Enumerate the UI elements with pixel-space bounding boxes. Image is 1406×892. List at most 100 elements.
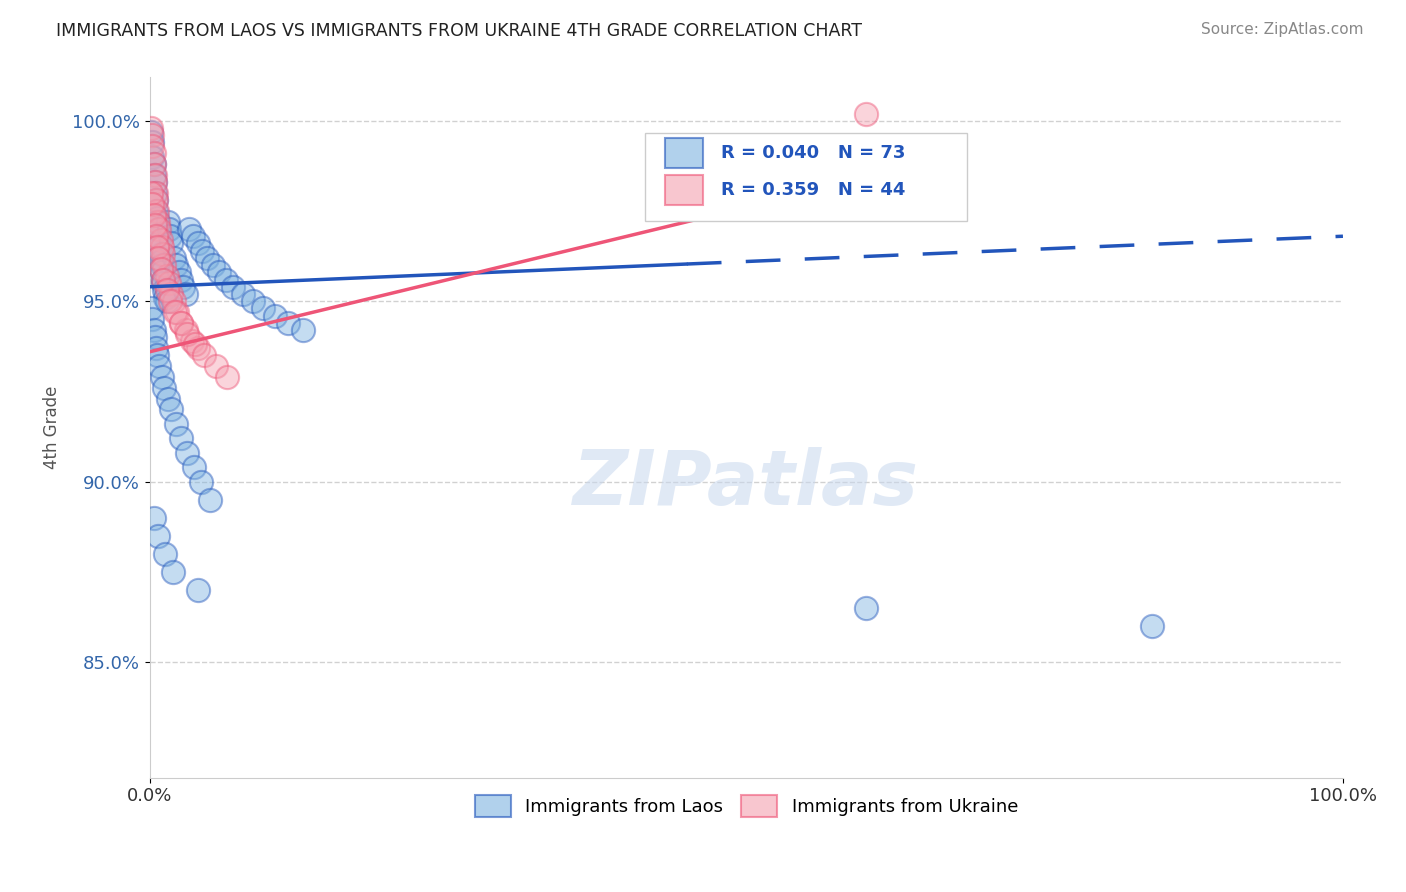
Point [159, 294, 181, 309]
Point [142, 157, 165, 171]
Point [172, 279, 194, 293]
Point [143, 219, 166, 233]
Text: R = 0.040   N = 73: R = 0.040 N = 73 [721, 144, 905, 161]
Point [153, 258, 176, 272]
Point [176, 446, 198, 460]
Y-axis label: 4th Grade: 4th Grade [44, 386, 60, 469]
Point [141, 301, 163, 316]
Point [163, 305, 186, 319]
Point [191, 244, 214, 258]
Point [153, 381, 176, 395]
Point [242, 294, 264, 309]
Point [141, 196, 163, 211]
Point [167, 265, 190, 279]
Point [855, 106, 877, 120]
Point [145, 193, 167, 207]
Point [277, 316, 299, 330]
Point [152, 247, 174, 261]
Point [156, 284, 179, 298]
Point [187, 341, 209, 355]
Point [143, 186, 166, 200]
Point [170, 272, 193, 286]
Point [163, 294, 186, 309]
Point [152, 272, 174, 286]
Point [195, 251, 218, 265]
Point [141, 125, 163, 139]
Point [146, 215, 169, 229]
Point [215, 272, 238, 286]
Point [181, 229, 204, 244]
FancyBboxPatch shape [665, 138, 703, 168]
Point [198, 492, 221, 507]
Point [170, 431, 193, 445]
Point [141, 150, 163, 164]
Point [174, 323, 197, 337]
Point [163, 251, 186, 265]
Point [149, 247, 172, 261]
Point [157, 222, 180, 236]
Text: Source: ZipAtlas.com: Source: ZipAtlas.com [1201, 22, 1364, 37]
Point [148, 222, 170, 236]
Point [150, 258, 173, 272]
Point [143, 175, 166, 189]
Point [170, 316, 193, 330]
Point [232, 287, 254, 301]
Point [142, 208, 165, 222]
FancyBboxPatch shape [665, 175, 703, 204]
Point [156, 294, 179, 309]
Point [187, 236, 209, 251]
Point [145, 229, 167, 244]
Point [152, 272, 174, 286]
Text: IMMIGRANTS FROM LAOS VS IMMIGRANTS FROM UKRAINE 4TH GRADE CORRELATION CHART: IMMIGRANTS FROM LAOS VS IMMIGRANTS FROM … [56, 22, 862, 40]
Point [141, 120, 163, 135]
Point [148, 215, 170, 229]
Point [141, 136, 163, 150]
Point [176, 326, 198, 341]
Point [184, 337, 207, 351]
Point [148, 222, 170, 236]
Point [141, 186, 163, 200]
Text: ZIPatlas: ZIPatlas [574, 447, 920, 521]
FancyBboxPatch shape [645, 134, 967, 221]
Point [149, 233, 172, 247]
Point [145, 341, 167, 355]
Point [193, 348, 215, 362]
Point [157, 276, 180, 290]
Point [150, 370, 173, 384]
Point [179, 222, 201, 236]
Point [160, 402, 183, 417]
Point [143, 168, 166, 182]
Point [156, 215, 179, 229]
Point [141, 128, 163, 143]
Point [145, 204, 167, 219]
Point [264, 309, 287, 323]
Point [146, 240, 169, 254]
Point [222, 279, 245, 293]
Point [217, 370, 239, 384]
Point [148, 359, 170, 373]
Point [160, 287, 183, 301]
Point [855, 601, 877, 615]
Point [1140, 619, 1163, 633]
Point [148, 236, 170, 251]
Point [141, 312, 163, 326]
Point [142, 146, 165, 161]
Point [143, 175, 166, 189]
Point [156, 392, 179, 406]
Point [190, 475, 212, 489]
Point [148, 240, 170, 254]
Legend: Immigrants from Laos, Immigrants from Ukraine: Immigrants from Laos, Immigrants from Uk… [467, 788, 1025, 824]
Point [291, 323, 314, 337]
Point [155, 547, 177, 561]
Point [146, 348, 169, 362]
Point [183, 460, 205, 475]
Point [156, 268, 179, 283]
Point [148, 229, 170, 244]
Point [146, 204, 169, 219]
Point [148, 529, 170, 543]
Point [204, 359, 226, 373]
Point [148, 251, 170, 265]
Point [150, 265, 173, 279]
Point [152, 276, 174, 290]
Point [166, 305, 188, 319]
